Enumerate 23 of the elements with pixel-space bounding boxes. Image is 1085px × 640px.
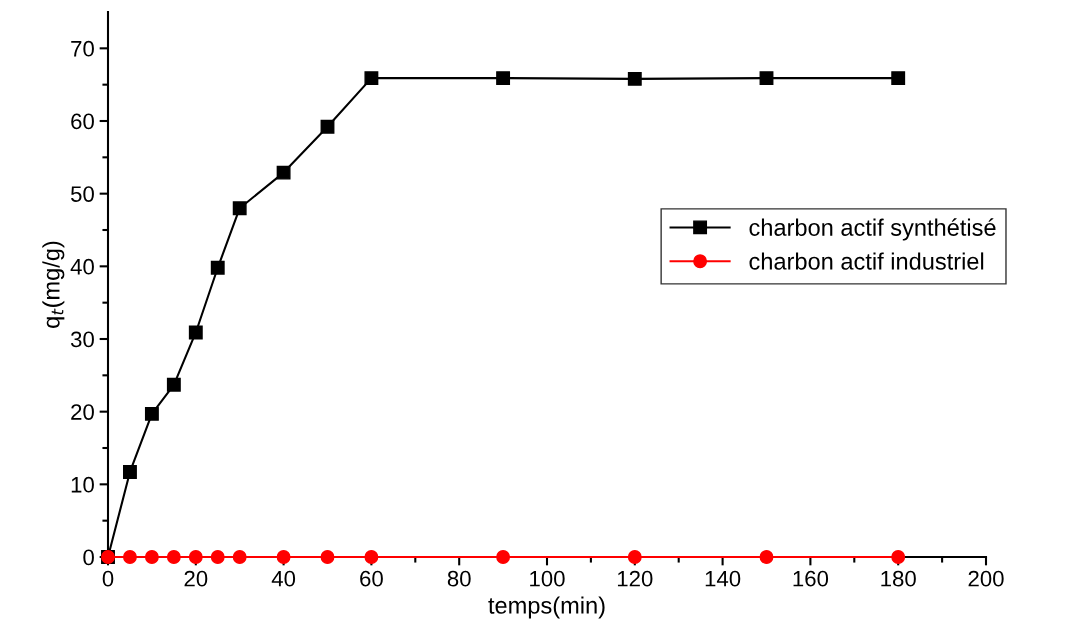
x-tick-label: 0 — [102, 570, 114, 587]
y-tick-label: 40 — [70, 258, 94, 275]
x-tick-label: 140 — [705, 570, 741, 587]
legend-label: charbon actif industriel — [749, 252, 984, 270]
x-tick-label: 200 — [968, 570, 1004, 587]
y-tick-label: 20 — [71, 404, 94, 420]
x-tick-label: 80 — [447, 570, 471, 587]
legend-label: charbon actif synthétisé — [749, 218, 996, 241]
x-tick-label: 180 — [881, 570, 916, 587]
y-tick-label: 30 — [70, 331, 94, 348]
y-tick-label: 50 — [70, 186, 94, 202]
x-tick-label: 60 — [360, 570, 383, 587]
x-tick-label: 120 — [617, 570, 653, 587]
y-tick-label: 0 — [83, 549, 94, 566]
y-tick-label: 10 — [71, 476, 94, 493]
x-axis-title: temps(min) — [488, 596, 605, 619]
x-tick-label: 40 — [271, 570, 296, 587]
y-tick-label: 60 — [71, 113, 94, 130]
y-tick-label: 70 — [71, 40, 94, 57]
x-tick-label: 100 — [530, 570, 565, 587]
x-tick-label: 20 — [184, 570, 208, 587]
y-axis-title: q$_{t}$(mg/g) — [42, 241, 65, 328]
x-tick-label: 160 — [793, 570, 829, 587]
